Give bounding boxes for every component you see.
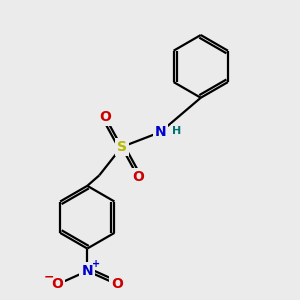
Text: S: S [117,140,127,154]
Text: H: H [172,126,182,136]
Text: N: N [82,264,93,278]
Text: O: O [52,278,63,291]
Text: O: O [132,170,144,184]
Text: O: O [111,278,123,291]
Text: +: + [92,260,100,269]
Text: O: O [99,110,111,124]
Text: N: N [154,125,166,139]
Text: −: − [43,270,54,284]
